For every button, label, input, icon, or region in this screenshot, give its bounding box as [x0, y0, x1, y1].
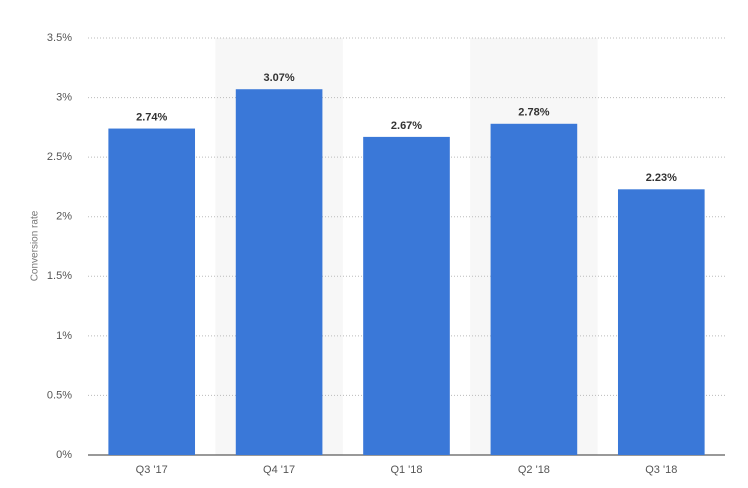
value-label: 2.67%	[391, 120, 422, 132]
x-tick-label: Q4 '17	[263, 464, 295, 476]
value-label: 3.07%	[263, 72, 294, 84]
y-tick-label: 3%	[56, 91, 72, 103]
y-tick-label: 3.5%	[47, 32, 72, 44]
x-tick-label: Q1 '18	[390, 464, 422, 476]
y-tick-label: 2%	[56, 211, 72, 223]
bar	[617, 189, 705, 455]
y-tick-label: 0.5%	[47, 389, 72, 401]
y-tick-label: 2.5%	[47, 151, 72, 163]
bar	[490, 123, 578, 455]
value-label: 2.23%	[646, 172, 677, 184]
value-label: 2.74%	[136, 111, 167, 123]
bar	[363, 136, 450, 456]
bar	[235, 89, 323, 455]
x-tick-label: Q2 '18	[518, 464, 550, 476]
y-tick-label: 1%	[56, 330, 72, 342]
bar	[108, 128, 196, 455]
y-tick-label: 1.5%	[47, 270, 72, 282]
y-axis-label: Conversion rate	[30, 210, 41, 281]
x-tick-label: Q3 '18	[645, 464, 677, 476]
x-tick-label: Q3 '17	[136, 464, 168, 476]
y-tick-label: 0%	[56, 449, 72, 461]
value-label: 2.78%	[518, 107, 549, 119]
